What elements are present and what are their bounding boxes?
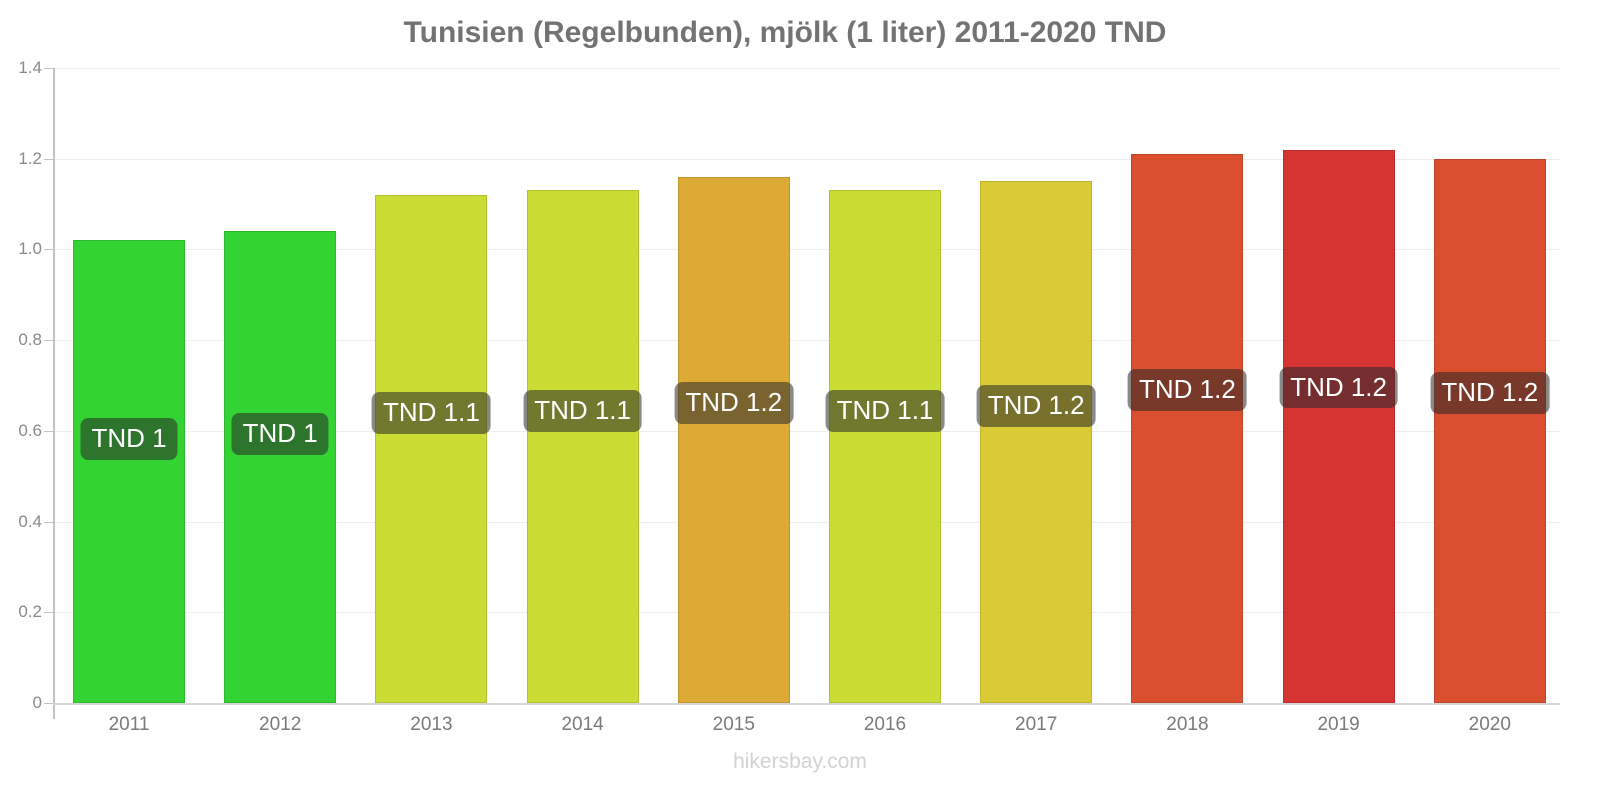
bar-2016 bbox=[829, 190, 941, 703]
bar-2011 bbox=[73, 240, 185, 703]
y-tick-label: 1.0 bbox=[18, 239, 42, 259]
y-gridline bbox=[53, 430, 1560, 432]
x-tick-label-2020: 2020 bbox=[1468, 714, 1511, 735]
x-tick-label-2016: 2016 bbox=[863, 714, 907, 735]
y-gridline bbox=[53, 158, 1560, 160]
y-axis-tick bbox=[44, 68, 53, 69]
x-tick-label-2017: 2017 bbox=[1015, 714, 1058, 735]
x-axis-line bbox=[53, 703, 1560, 705]
x-tick-label-2019: 2019 bbox=[1317, 714, 1360, 735]
y-gridline bbox=[53, 249, 1560, 251]
chart-title: Tunisien (Regelbunden), mjölk (1 liter) … bbox=[403, 16, 1167, 49]
bar-value-label: TND 1.2 bbox=[1279, 366, 1398, 409]
y-axis-tick bbox=[44, 158, 53, 160]
bar-2020 bbox=[1433, 158, 1546, 703]
bar-value-label: TND 1 bbox=[80, 418, 178, 461]
x-tick-label-2015: 2015 bbox=[712, 714, 755, 735]
bar-value-label: TND 1.2 bbox=[976, 384, 1096, 427]
y-axis-tick bbox=[44, 521, 53, 523]
bar-2015 bbox=[677, 176, 790, 703]
bar-2014 bbox=[526, 190, 639, 703]
watermark-text: hikersbay.com bbox=[733, 750, 867, 773]
x-tick-label-2012: 2012 bbox=[259, 714, 302, 735]
y-tick-label: 0 bbox=[32, 693, 42, 712]
y-axis-tick bbox=[44, 249, 53, 251]
bar-value-label: TND 1.2 bbox=[1127, 369, 1247, 412]
y-axis-tick bbox=[44, 430, 53, 432]
y-tick-label: 0.8 bbox=[18, 330, 42, 350]
y-tick-label: 0.4 bbox=[18, 511, 42, 531]
y-gridline bbox=[53, 340, 1560, 342]
y-tick-label: 1.2 bbox=[18, 148, 42, 168]
bar-2013 bbox=[375, 195, 488, 703]
bar-value-label: TND 1.2 bbox=[674, 382, 794, 425]
y-gridline bbox=[53, 612, 1560, 614]
y-gridline bbox=[53, 68, 1560, 69]
bar-2012 bbox=[224, 231, 337, 703]
bar-value-label: TND 1.2 bbox=[1430, 371, 1550, 414]
y-axis-line bbox=[53, 68, 55, 719]
y-axis-tick bbox=[44, 612, 53, 614]
y-axis-tick bbox=[44, 340, 53, 342]
y-tick-label: 0.2 bbox=[18, 602, 42, 622]
bar-value-label: TND 1 bbox=[231, 413, 329, 456]
x-tick-label-2018: 2018 bbox=[1166, 714, 1209, 735]
y-gridline bbox=[53, 521, 1560, 523]
x-tick-label-2013: 2013 bbox=[410, 714, 453, 735]
y-tick-label: 1.4 bbox=[18, 58, 42, 77]
bar-value-label: TND 1.1 bbox=[371, 392, 491, 435]
bar-2019 bbox=[1282, 149, 1395, 703]
bar-value-label: TND 1.1 bbox=[523, 389, 642, 432]
y-tick-label: 0.6 bbox=[18, 420, 42, 440]
bar-2017 bbox=[980, 181, 1093, 703]
bar-2018 bbox=[1131, 154, 1244, 703]
y-axis-tick bbox=[44, 703, 53, 704]
bar-value-label: TND 1.1 bbox=[825, 389, 945, 432]
x-tick-label-2011: 2011 bbox=[108, 714, 150, 735]
x-tick-label-2014: 2014 bbox=[561, 714, 604, 735]
